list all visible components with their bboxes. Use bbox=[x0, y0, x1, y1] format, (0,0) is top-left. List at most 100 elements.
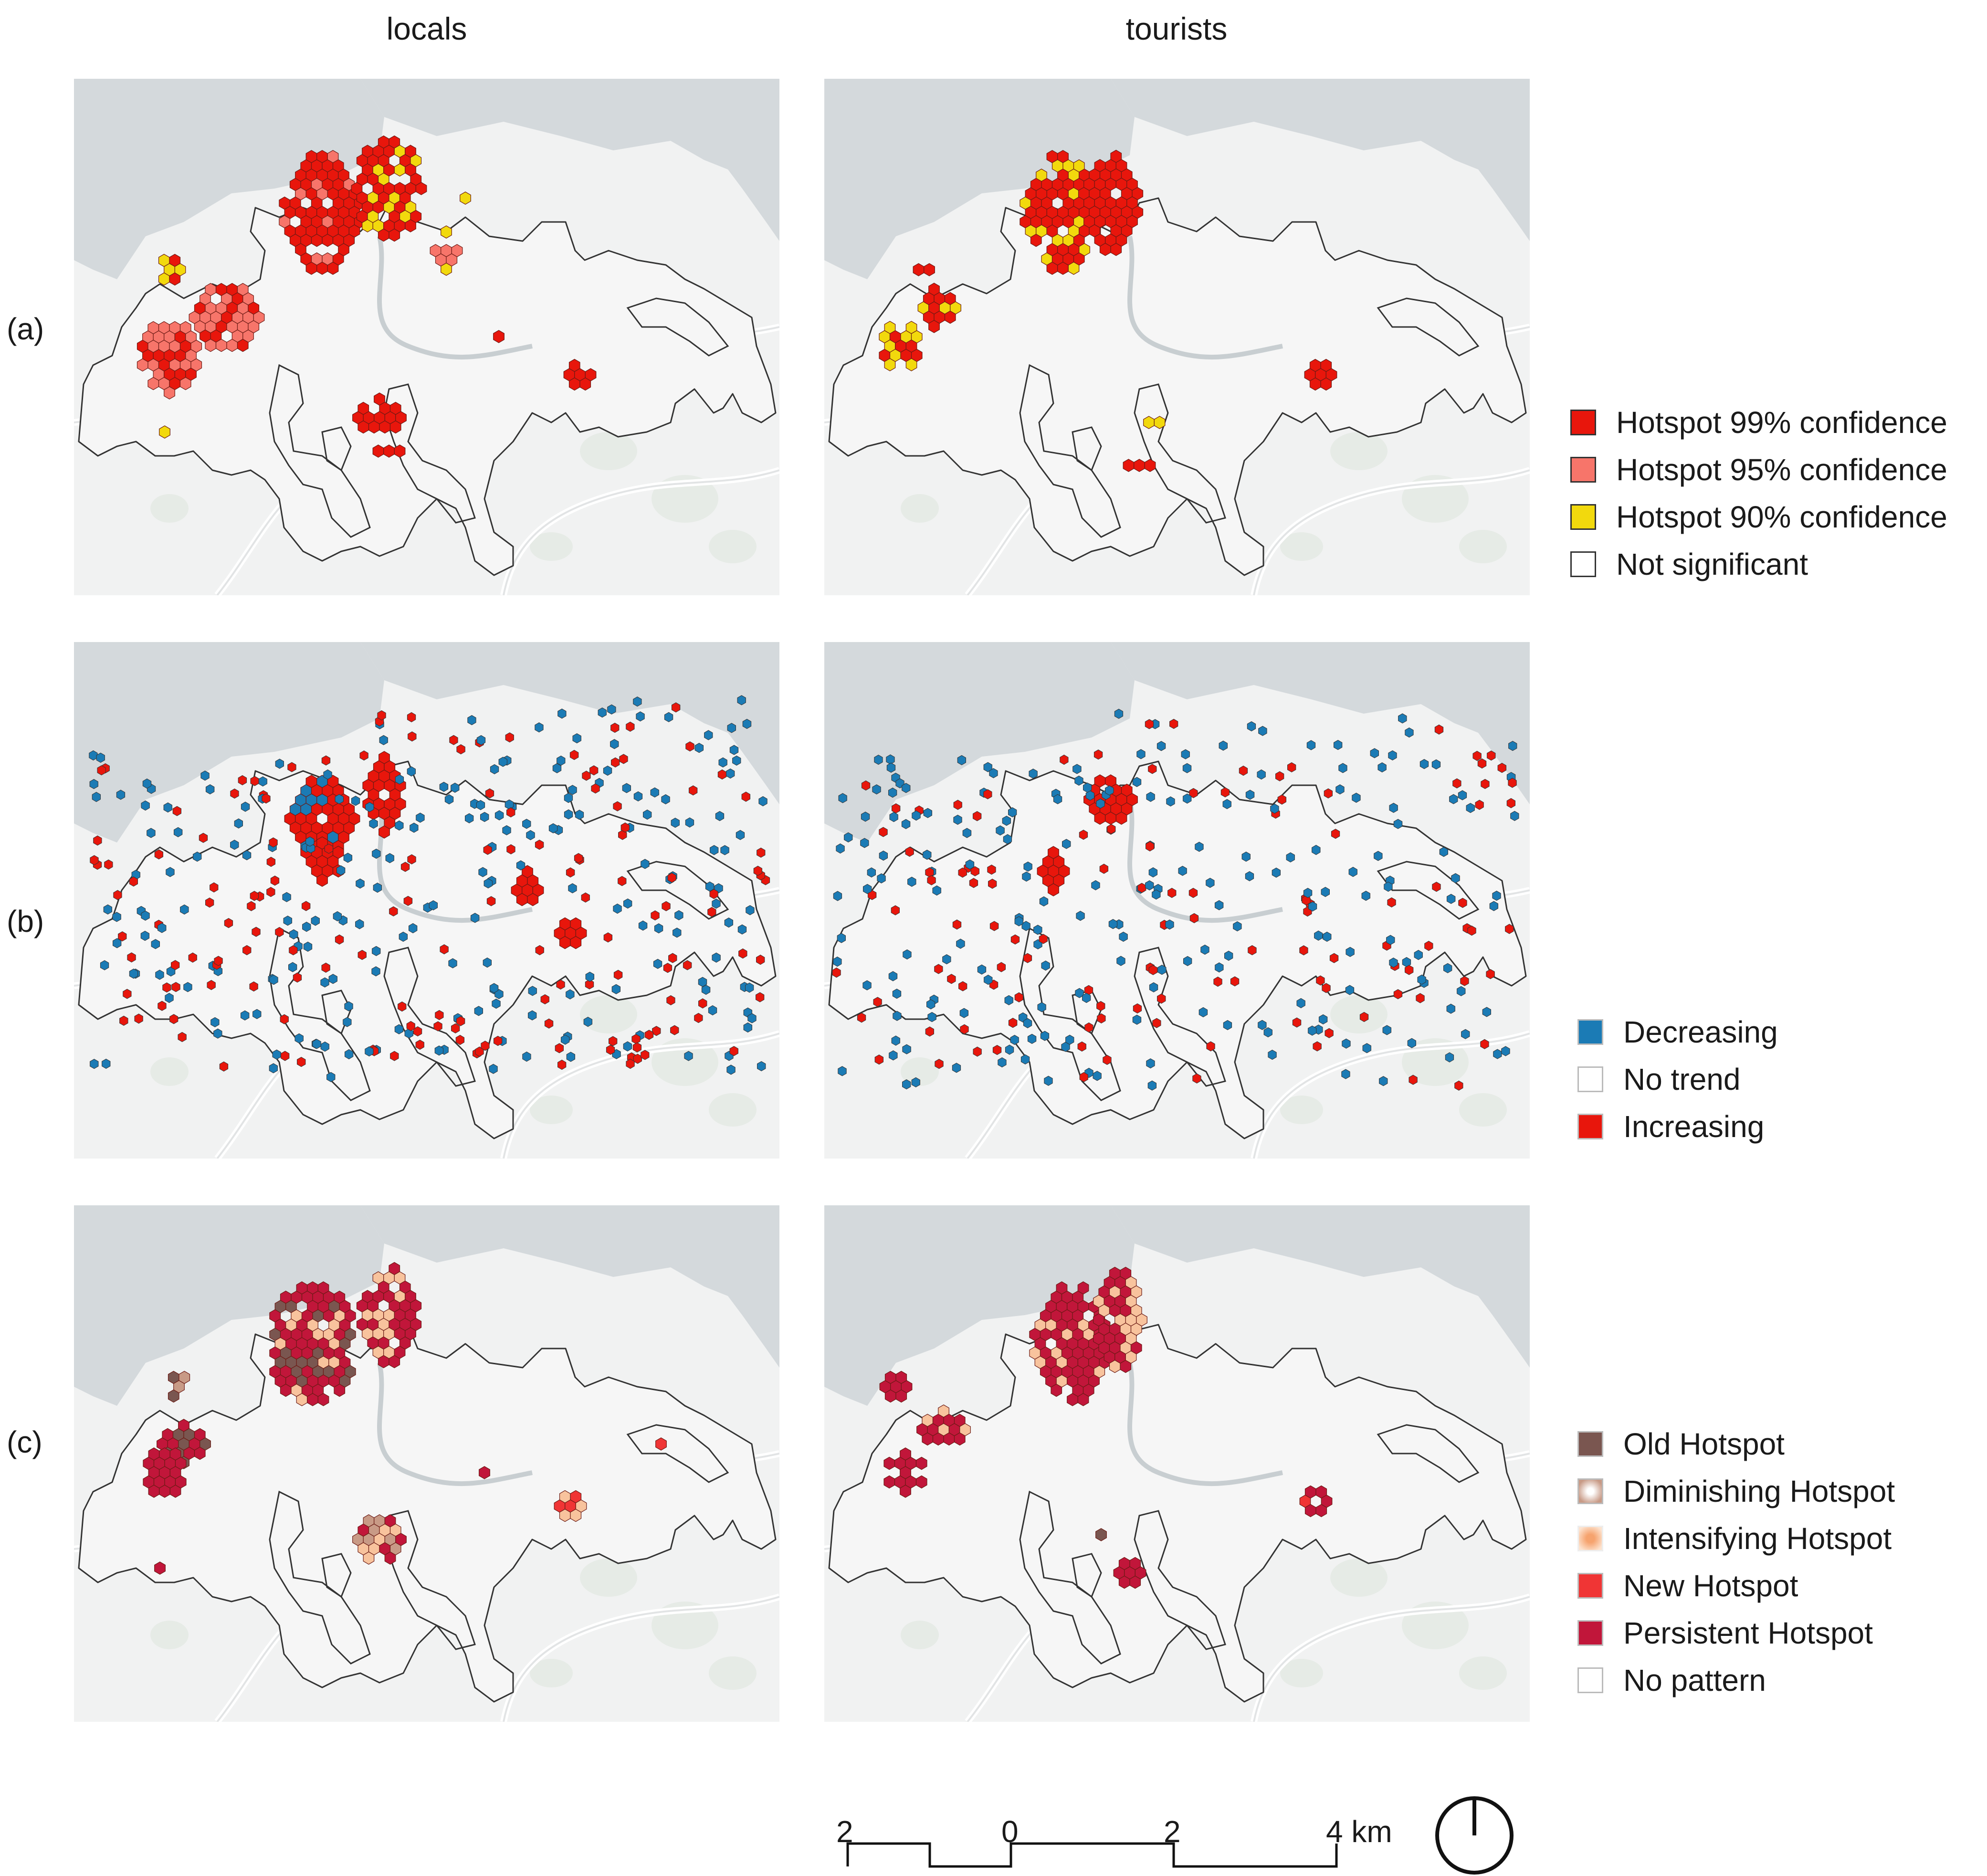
trend-cell bbox=[1133, 1003, 1142, 1014]
trend-cell bbox=[987, 864, 996, 875]
trend-cell bbox=[892, 803, 901, 813]
trend-cell bbox=[336, 865, 346, 875]
trend-cell bbox=[568, 785, 577, 795]
trend-cell bbox=[1033, 925, 1042, 935]
trend-cell bbox=[302, 901, 311, 911]
trend-cell bbox=[581, 892, 590, 903]
trend-cell bbox=[1493, 1049, 1502, 1059]
trend-cell bbox=[1393, 819, 1403, 829]
trend-cell bbox=[1085, 790, 1094, 801]
trend-cell bbox=[1189, 788, 1198, 798]
trend-cell bbox=[1424, 940, 1433, 951]
trend-cell bbox=[1230, 976, 1240, 987]
hotspot-cell bbox=[943, 1432, 955, 1446]
hotspot-cell bbox=[316, 874, 328, 887]
trend-cell bbox=[1457, 986, 1466, 996]
trend-cell bbox=[483, 844, 492, 855]
trend-cell bbox=[1233, 921, 1242, 932]
trend-cell bbox=[1362, 1043, 1371, 1054]
trend-cell bbox=[923, 850, 932, 860]
legend-label: Persistent Hotspot bbox=[1623, 1615, 1873, 1650]
trend-cell bbox=[1206, 1041, 1215, 1052]
hotspot-cell bbox=[915, 1475, 927, 1489]
hotspot-cell bbox=[568, 377, 580, 391]
trend-cell bbox=[833, 891, 842, 901]
trend-cell bbox=[377, 710, 386, 721]
trend-cell bbox=[651, 910, 660, 921]
trend-cell bbox=[395, 820, 404, 831]
trend-cell bbox=[1439, 847, 1448, 857]
hotspot-cell bbox=[194, 1446, 206, 1460]
trend-cell bbox=[1022, 871, 1031, 882]
trend-cell bbox=[210, 882, 219, 893]
hotspot-cell bbox=[493, 330, 505, 343]
trend-cell bbox=[1039, 934, 1048, 944]
legend-hotspot-confidence: Hotspot 99% confidence Hotspot 95% confi… bbox=[1570, 399, 1947, 588]
trend-cell bbox=[1096, 798, 1105, 809]
hotspot-cell bbox=[147, 377, 159, 390]
trend-cell bbox=[1501, 1046, 1510, 1056]
trend-cell bbox=[1079, 830, 1088, 840]
trend-cell bbox=[689, 785, 698, 796]
trend-cell bbox=[965, 859, 975, 870]
trend-cell bbox=[171, 960, 180, 970]
trend-cell bbox=[1053, 794, 1062, 804]
hotspot-cell bbox=[441, 225, 452, 239]
trend-cell bbox=[1286, 852, 1295, 863]
legend-item: No trend bbox=[1577, 1055, 1778, 1103]
trend-cell bbox=[1165, 919, 1174, 930]
trend-cell bbox=[891, 1035, 900, 1046]
trend-cell bbox=[476, 800, 485, 811]
trend-cell bbox=[548, 823, 558, 833]
trend-cell bbox=[467, 715, 476, 726]
trend-cell bbox=[569, 749, 579, 760]
north-arrow-icon bbox=[1435, 1796, 1514, 1875]
trend-cell bbox=[1432, 882, 1441, 892]
trend-cell bbox=[923, 808, 932, 818]
trend-cell bbox=[568, 883, 577, 894]
trend-cell bbox=[407, 766, 416, 777]
trend-cell bbox=[359, 750, 368, 761]
hotspot-cell bbox=[137, 358, 148, 372]
trend-cell bbox=[1481, 779, 1490, 789]
legend-item: Hotspot 95% confidence bbox=[1570, 446, 1947, 493]
trend-cell bbox=[1084, 1022, 1093, 1033]
hotspot-cell bbox=[158, 272, 170, 286]
trend-cell bbox=[451, 1023, 460, 1033]
trend-cell bbox=[861, 812, 870, 822]
trend-cell bbox=[1166, 796, 1175, 807]
trend-cell bbox=[633, 791, 643, 801]
trend-cell bbox=[836, 843, 845, 854]
trend-cell bbox=[492, 999, 501, 1009]
hotspot-cell bbox=[334, 1383, 346, 1397]
trend-cell bbox=[556, 979, 565, 990]
trend-cell bbox=[1334, 740, 1343, 750]
trend-cell bbox=[715, 811, 725, 822]
hotspot-cell bbox=[1309, 377, 1321, 391]
trend-cell bbox=[709, 889, 718, 899]
trend-cell bbox=[200, 770, 210, 781]
trend-cell bbox=[1183, 956, 1192, 966]
trend-cell bbox=[718, 757, 727, 768]
trend-cell bbox=[506, 844, 515, 854]
trend-cell bbox=[535, 722, 544, 733]
trend-cell bbox=[219, 1061, 229, 1072]
legend-hotspot-pattern: Old Hotspot Diminishing Hotspot Intensif… bbox=[1577, 1420, 1895, 1704]
trend-cell bbox=[1220, 787, 1230, 798]
trend-cell bbox=[1040, 1031, 1050, 1041]
hotspot-cell bbox=[327, 262, 339, 275]
trend-cell bbox=[165, 992, 174, 1003]
trend-cell bbox=[927, 875, 936, 885]
trend-cell bbox=[585, 979, 594, 990]
hotspot-cell bbox=[154, 1561, 166, 1575]
trend-cell bbox=[407, 712, 416, 723]
trend-cell bbox=[311, 916, 320, 926]
trend-cell bbox=[1248, 945, 1257, 956]
trend-cell bbox=[1119, 931, 1128, 942]
trend-cell bbox=[312, 1039, 321, 1049]
hotspot-cell bbox=[570, 936, 582, 949]
trend-cell bbox=[321, 755, 331, 766]
trend-cell bbox=[1461, 1029, 1470, 1039]
trend-cell bbox=[305, 836, 315, 847]
hotspot-cell bbox=[159, 1485, 170, 1498]
